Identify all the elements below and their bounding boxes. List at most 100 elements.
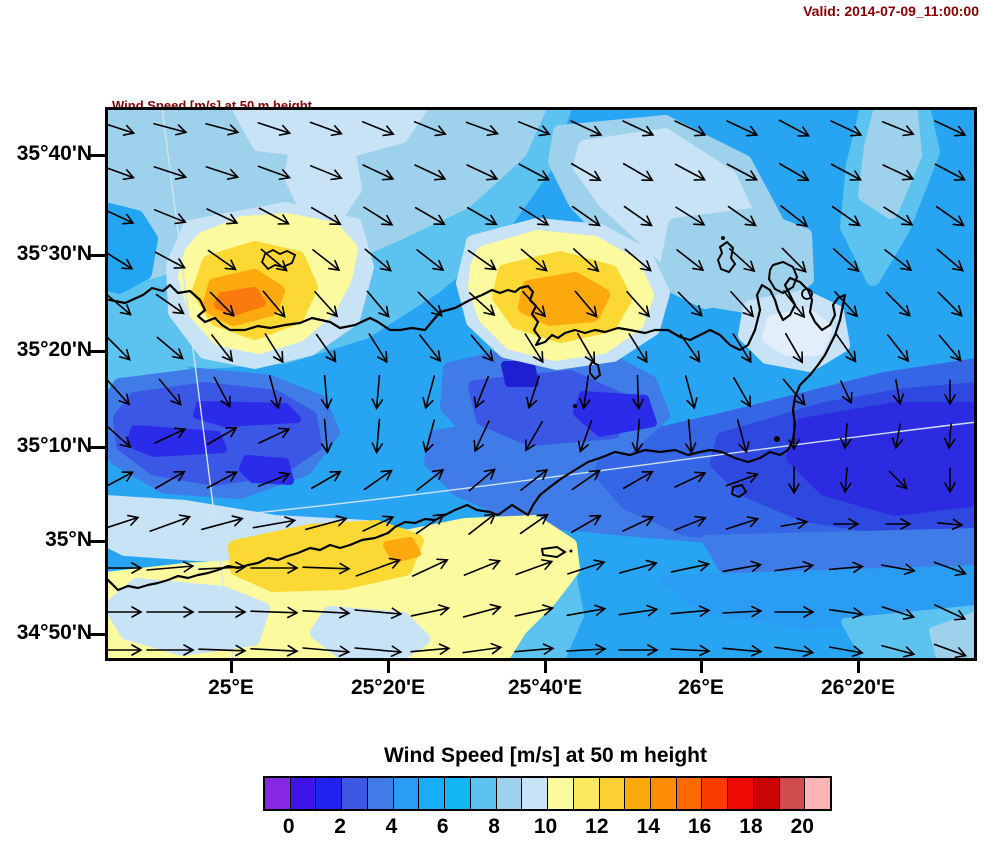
field-region [231, 107, 429, 161]
field-region [929, 611, 977, 661]
wind-vector-arrow [830, 120, 863, 137]
wind-vector-arrow [881, 606, 916, 620]
wind-vector-arrow [618, 644, 659, 656]
wind-vector-arrow [153, 122, 188, 136]
wind-vector-arrow [722, 560, 763, 573]
wind-vector-arrow [631, 418, 644, 455]
field-region [383, 537, 421, 563]
wind-vector-arrow [574, 290, 598, 318]
wind-vector-arrow [258, 207, 291, 225]
wind-vector-arrow [936, 248, 964, 272]
wind-vector-arrow [892, 379, 905, 406]
wind-vector-arrow [624, 248, 652, 272]
wind-vector-arrow [105, 471, 135, 489]
wind-vector-arrow [887, 334, 910, 363]
wind-vector-arrow [944, 379, 956, 406]
wind-vector-arrow [146, 560, 195, 573]
wind-vector-arrow [726, 163, 759, 181]
wind-vector-arrow [526, 375, 540, 410]
wind-vector-arrow [524, 420, 544, 452]
wind-vector-arrow [422, 419, 436, 454]
colorbar-segment [624, 778, 651, 809]
wind-vector-arrow [467, 249, 497, 271]
wind-vector-arrow [198, 644, 247, 657]
wind-vector-arrow [146, 606, 195, 618]
colorbar [263, 776, 832, 811]
wind-vector-arrow [411, 558, 449, 577]
wind-vector-arrow [522, 290, 547, 318]
wind-vector-arrow [572, 248, 600, 273]
map-area [105, 107, 977, 661]
wind-vector-arrow [260, 248, 288, 272]
wind-vector-arrow [205, 122, 240, 136]
wind-vector-arrow [414, 164, 447, 181]
wind-vector-arrow [933, 643, 968, 659]
wind-vector-arrow [670, 605, 711, 617]
lon-axis-tick [544, 661, 547, 673]
lon-axis-label: 25°20'E [350, 676, 426, 699]
wind-vector-arrow [684, 375, 698, 410]
lon-axis-label: 25°40'E [507, 676, 583, 699]
wind-vector-arrow [417, 291, 443, 317]
wind-vector-arrow [463, 558, 502, 576]
wind-vector-arrow [830, 163, 863, 181]
wind-vector-arrow [679, 333, 701, 363]
wind-vector-arrow [309, 121, 344, 137]
island-outline [589, 360, 602, 381]
colorbar-segment [366, 778, 393, 809]
wind-vector-arrow [626, 290, 651, 318]
wind-vector-arrow [570, 514, 602, 534]
field-region [501, 361, 539, 387]
wind-vector-arrow [362, 515, 395, 532]
colorbar-tick-label: 4 [385, 815, 398, 838]
wind-vector-arrow [883, 206, 914, 226]
wind-vector-arrow [250, 606, 299, 619]
lon-axis-tick [230, 661, 233, 673]
wind-vector-arrow [468, 512, 497, 535]
lat-axis-label: 35°N [45, 528, 92, 551]
wind-vector-arrow [415, 513, 445, 535]
wind-vector-arrow [937, 291, 963, 317]
wind-vector-arrow [470, 334, 494, 362]
lat-axis-tick [90, 633, 105, 636]
island-outline [730, 483, 748, 499]
wind-vector-arrow [304, 515, 348, 531]
wind-vector-arrow [413, 121, 447, 137]
wind-vector-arrow [105, 292, 132, 316]
wind-vector-arrow [309, 165, 343, 181]
colorbar-segment [598, 778, 625, 809]
wind-vector-arrow [881, 644, 916, 658]
wind-vector-arrow [211, 334, 234, 363]
colorbar-segment [341, 778, 367, 809]
wind-vector-arrow [105, 644, 143, 656]
wind-vector-arrow [419, 334, 442, 363]
lat-axis-label: 34°50'N [16, 621, 92, 644]
lon-axis-tick [387, 661, 390, 673]
wind-vector-arrow [676, 249, 705, 272]
colorbar-segment [289, 778, 316, 809]
lat-axis-tick [90, 446, 105, 449]
wind-vector-arrow [302, 606, 351, 619]
wind-vector-arrow [622, 120, 655, 137]
wind-vector-arrow [262, 290, 286, 318]
lon-axis-tick [700, 661, 703, 673]
colorbar-segment [315, 778, 342, 809]
island-outline [716, 240, 737, 274]
wind-vector-arrow [520, 248, 548, 272]
wind-vector-arrow [355, 557, 402, 577]
wind-vector-arrow [258, 427, 291, 444]
wind-vector-arrow [885, 291, 911, 317]
wind-vector-arrow [828, 607, 864, 619]
wind-vector-arrow [206, 426, 238, 446]
lon-axis-label: 25°E [208, 676, 254, 699]
island-dot [721, 236, 725, 240]
wind-vector-arrow [154, 251, 187, 269]
wind-vector-arrow [514, 604, 555, 617]
crete-coastline [105, 276, 847, 592]
colorbar-tick-label: 12 [585, 815, 609, 838]
wind-vector-arrow [732, 376, 752, 408]
wind-vector-arrow [518, 163, 551, 181]
wind-vector-arrow [466, 164, 499, 181]
wind-map [105, 107, 977, 661]
